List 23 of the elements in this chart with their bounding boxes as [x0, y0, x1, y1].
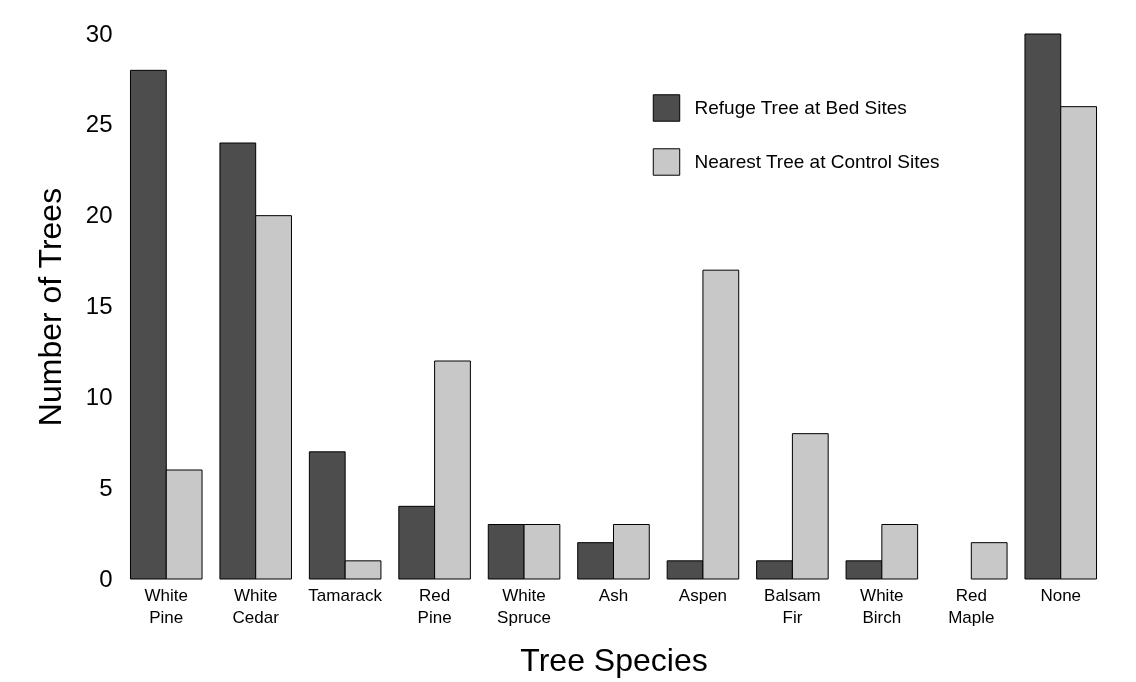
x-tick-label: None: [1040, 585, 1082, 605]
x-tick-label: Tamarack: [308, 585, 383, 605]
y-tick-label: 30: [85, 19, 113, 47]
y-tick-label: 25: [85, 110, 113, 138]
y-tick-label: 20: [85, 201, 113, 229]
x-axis-title: Tree Species: [520, 641, 708, 678]
y-tick-label: 10: [85, 382, 113, 410]
x-tick-label: Balsam Fir: [764, 585, 821, 627]
x-tick-label: White Spruce: [497, 585, 551, 627]
x-tick-label: Red Pine: [417, 585, 452, 627]
x-tick-label: White Pine: [144, 585, 188, 627]
x-tick-label: Ash: [598, 585, 629, 605]
legend-label: Nearest Tree at Control Sites: [694, 151, 940, 172]
bar: [970, 542, 1008, 580]
y-tick-label: 15: [85, 292, 113, 319]
x-tick-label: Red Maple: [948, 585, 995, 627]
x-tick-label: Aspen: [678, 585, 728, 605]
legend-label: Refuge Tree at Bed Sites: [694, 97, 907, 118]
y-axis-title: Number of Trees: [31, 187, 68, 427]
x-tick-label: White Birch: [860, 585, 904, 627]
y-tick-label: 5: [99, 473, 113, 501]
y-tick-label: 0: [99, 564, 113, 592]
x-tick-label: White Cedar: [232, 585, 280, 627]
